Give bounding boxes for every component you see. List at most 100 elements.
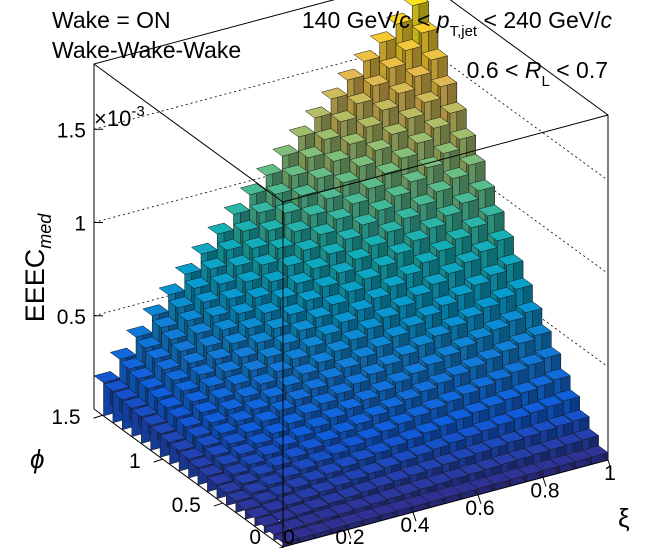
bar-face-top	[243, 397, 271, 410]
bar-face-top	[293, 487, 321, 499]
bar-face-top	[320, 87, 348, 100]
bar-face-top	[339, 132, 367, 145]
bar-face-top	[303, 257, 331, 270]
bar-face-top	[562, 409, 590, 422]
bar-face-top	[471, 240, 498, 253]
bar-face-top	[290, 457, 318, 470]
bar-face-top	[309, 223, 337, 236]
bar-face-top	[282, 347, 310, 360]
bar-face-top	[537, 395, 564, 408]
bar-face-top	[480, 263, 508, 276]
bar-face-top	[390, 449, 418, 462]
bar-face-top	[487, 229, 515, 242]
bar-face-top	[380, 275, 408, 287]
bar-face-top	[154, 358, 182, 370]
bar-face-top	[299, 335, 326, 348]
bar-face-top	[348, 448, 376, 461]
bar-face-top	[307, 450, 334, 463]
bar-face-top	[432, 453, 460, 465]
x-tick-mark-3	[477, 494, 482, 504]
bar-face-top	[102, 379, 130, 392]
bar-face-top	[439, 431, 467, 444]
bar-face-top	[441, 315, 468, 328]
wake-status-label: Wake = ON	[52, 7, 171, 33]
bar-face-top	[342, 468, 369, 481]
y-axis-title: ϕ	[30, 444, 44, 474]
bar-face-top	[427, 372, 455, 384]
bar-face-top	[424, 324, 452, 337]
bar-face-top	[242, 481, 269, 494]
bar-face-top	[258, 473, 286, 486]
x-tick-mark-2	[412, 512, 417, 522]
bar-face-top	[460, 356, 487, 368]
z-tick-label-2: 1.5	[57, 119, 86, 142]
bar-face-top	[184, 276, 211, 289]
bar-face-top	[370, 254, 398, 267]
bar-face-top	[339, 435, 367, 447]
bar-face-top	[288, 125, 316, 138]
x-tick-label-4: 0.8	[530, 479, 559, 502]
bar-face-top	[399, 314, 426, 327]
bar-face-top	[221, 332, 249, 345]
cond1-mid: <	[411, 7, 437, 33]
bar-face-top	[384, 184, 412, 197]
bar-face-top	[248, 463, 276, 476]
x-tick-mark-1	[347, 529, 352, 539]
bar-face-top	[327, 382, 355, 395]
bar-face-top	[328, 261, 356, 274]
bar-face-top	[504, 407, 532, 420]
bar-face-top	[254, 301, 282, 314]
bar-face-top	[442, 167, 470, 179]
bar-face-top	[309, 480, 337, 493]
bar-face-top	[449, 128, 477, 140]
bar-face-top	[156, 396, 184, 409]
bar-face-top	[234, 385, 261, 398]
bar-face-top	[458, 462, 486, 475]
bar-face-top	[307, 167, 335, 179]
bar-face-top	[518, 353, 546, 366]
bar-face-top	[359, 363, 387, 375]
bar-face-top	[357, 317, 385, 330]
bar-face-top	[272, 144, 300, 157]
bar-face-top	[236, 421, 264, 434]
bar-face-top	[274, 201, 302, 214]
bar-face-top	[286, 503, 314, 515]
bar-face-top	[362, 404, 390, 417]
bar-face-top	[520, 401, 548, 414]
y-tick-mark-2	[153, 458, 163, 463]
bar-face-top	[223, 462, 250, 475]
bar-face-top	[326, 207, 354, 220]
bar-face-top	[254, 514, 281, 527]
bar-face-top	[328, 502, 356, 515]
bar-face-top	[270, 286, 298, 299]
bar-face-top	[398, 107, 425, 119]
bar-face-top	[175, 415, 203, 428]
bar-face-top	[215, 360, 242, 373]
bar-face-top	[572, 428, 600, 441]
bar-11-0	[451, 481, 479, 500]
bar-face-top	[439, 101, 467, 114]
bar-face-top	[437, 390, 464, 403]
bar-face-top	[121, 396, 149, 409]
bar-face-top	[430, 75, 458, 88]
bar-face-top	[442, 467, 470, 480]
bar-face-top	[163, 369, 191, 381]
bar-face-top	[207, 222, 235, 235]
bar-face-top	[203, 304, 230, 317]
bar-face-top	[553, 389, 581, 402]
bar-face-top	[374, 162, 402, 174]
bar-face-top	[304, 106, 332, 119]
bar-face-top	[332, 455, 360, 468]
bar-face-top	[391, 146, 419, 159]
bar-face-top	[404, 405, 432, 417]
bar-face-top	[247, 331, 275, 344]
bar-face-top	[462, 401, 490, 414]
bar-face-top	[345, 247, 372, 260]
bar-face-top	[315, 323, 343, 336]
bar-face-top	[330, 110, 358, 123]
bar-face-top	[468, 179, 496, 192]
bar-face-top	[411, 380, 439, 392]
bar-face-top	[337, 68, 365, 81]
bar-face-top	[178, 447, 206, 460]
cond2-post: < 0.7	[550, 57, 608, 83]
